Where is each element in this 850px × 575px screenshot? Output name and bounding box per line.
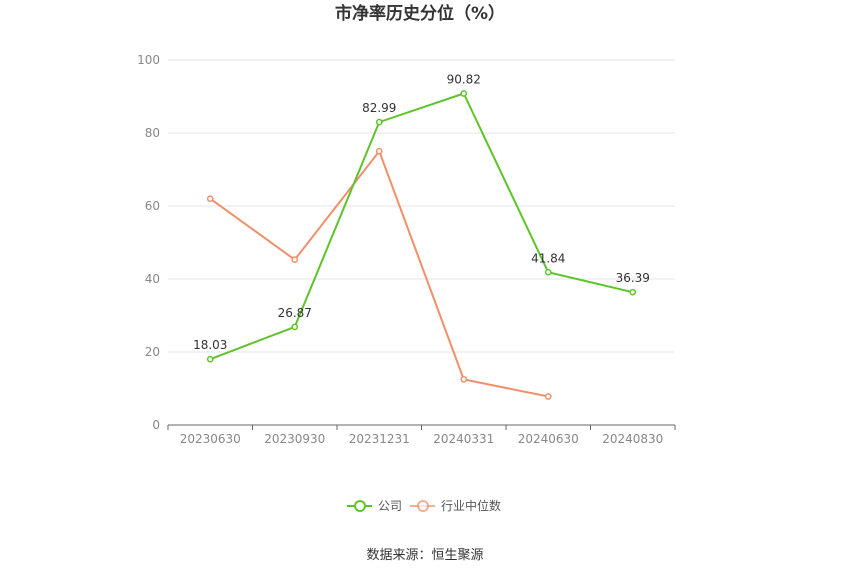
y-axis-ticks: 0 20 40 60 80 100: [137, 53, 160, 432]
data-label: 41.84: [531, 251, 565, 265]
data-label: 18.03: [193, 338, 227, 352]
x-tick-label: 20230930: [264, 432, 325, 446]
data-label: 36.39: [616, 271, 650, 285]
data-point[interactable]: [544, 268, 552, 276]
y-tick-label: 20: [145, 345, 160, 359]
y-tick-label: 0: [152, 418, 160, 432]
grid-lines: [168, 59, 675, 353]
legend-item-1[interactable]: 行业中位数: [410, 498, 501, 513]
data-point[interactable]: [460, 90, 468, 97]
data-point[interactable]: [460, 376, 468, 383]
chart-title: 市净率历史分位（%）: [335, 3, 505, 24]
data-point[interactable]: [206, 355, 214, 363]
source-note: 数据来源：恒生聚源: [366, 548, 483, 563]
y-tick-label: 80: [145, 126, 160, 140]
legend-marker: [354, 500, 366, 512]
data-label: 82.99: [362, 101, 396, 115]
x-tick-label: 20240331: [433, 432, 494, 446]
legend[interactable]: 公司 行业中位数: [347, 498, 501, 513]
data-label: 90.82: [447, 73, 481, 87]
y-tick-label: 40: [145, 272, 160, 286]
data-point[interactable]: [375, 147, 383, 155]
data-labels: 18.03 26.87 82.99 90.82 41.84 36.39: [193, 73, 650, 353]
x-axis-ticks: 20230630 20230930 20231231 20240331 20240630…: [167, 425, 676, 446]
y-tick-label: 100: [137, 53, 160, 67]
data-point[interactable]: [544, 393, 552, 400]
data-point[interactable]: [206, 195, 214, 203]
data-point[interactable]: [375, 118, 383, 126]
x-tick-label: 20230630: [180, 432, 241, 446]
series-line-1: [209, 150, 549, 398]
x-tick-label: 20240630: [518, 432, 579, 446]
legend-label: 公司: [378, 499, 402, 513]
data-label: 26.87: [278, 306, 312, 320]
series-group: [206, 90, 637, 400]
x-tick-label: 20231231: [349, 432, 410, 446]
legend-marker: [417, 500, 429, 512]
data-point[interactable]: [291, 256, 299, 264]
legend-label: 行业中位数: [441, 498, 501, 513]
y-tick-label: 60: [145, 199, 160, 213]
x-tick-label: 20240830: [602, 432, 663, 446]
data-point[interactable]: [629, 288, 637, 296]
legend-item-0[interactable]: 公司: [347, 499, 402, 513]
series-line-0: [209, 92, 633, 361]
data-point[interactable]: [291, 323, 299, 331]
